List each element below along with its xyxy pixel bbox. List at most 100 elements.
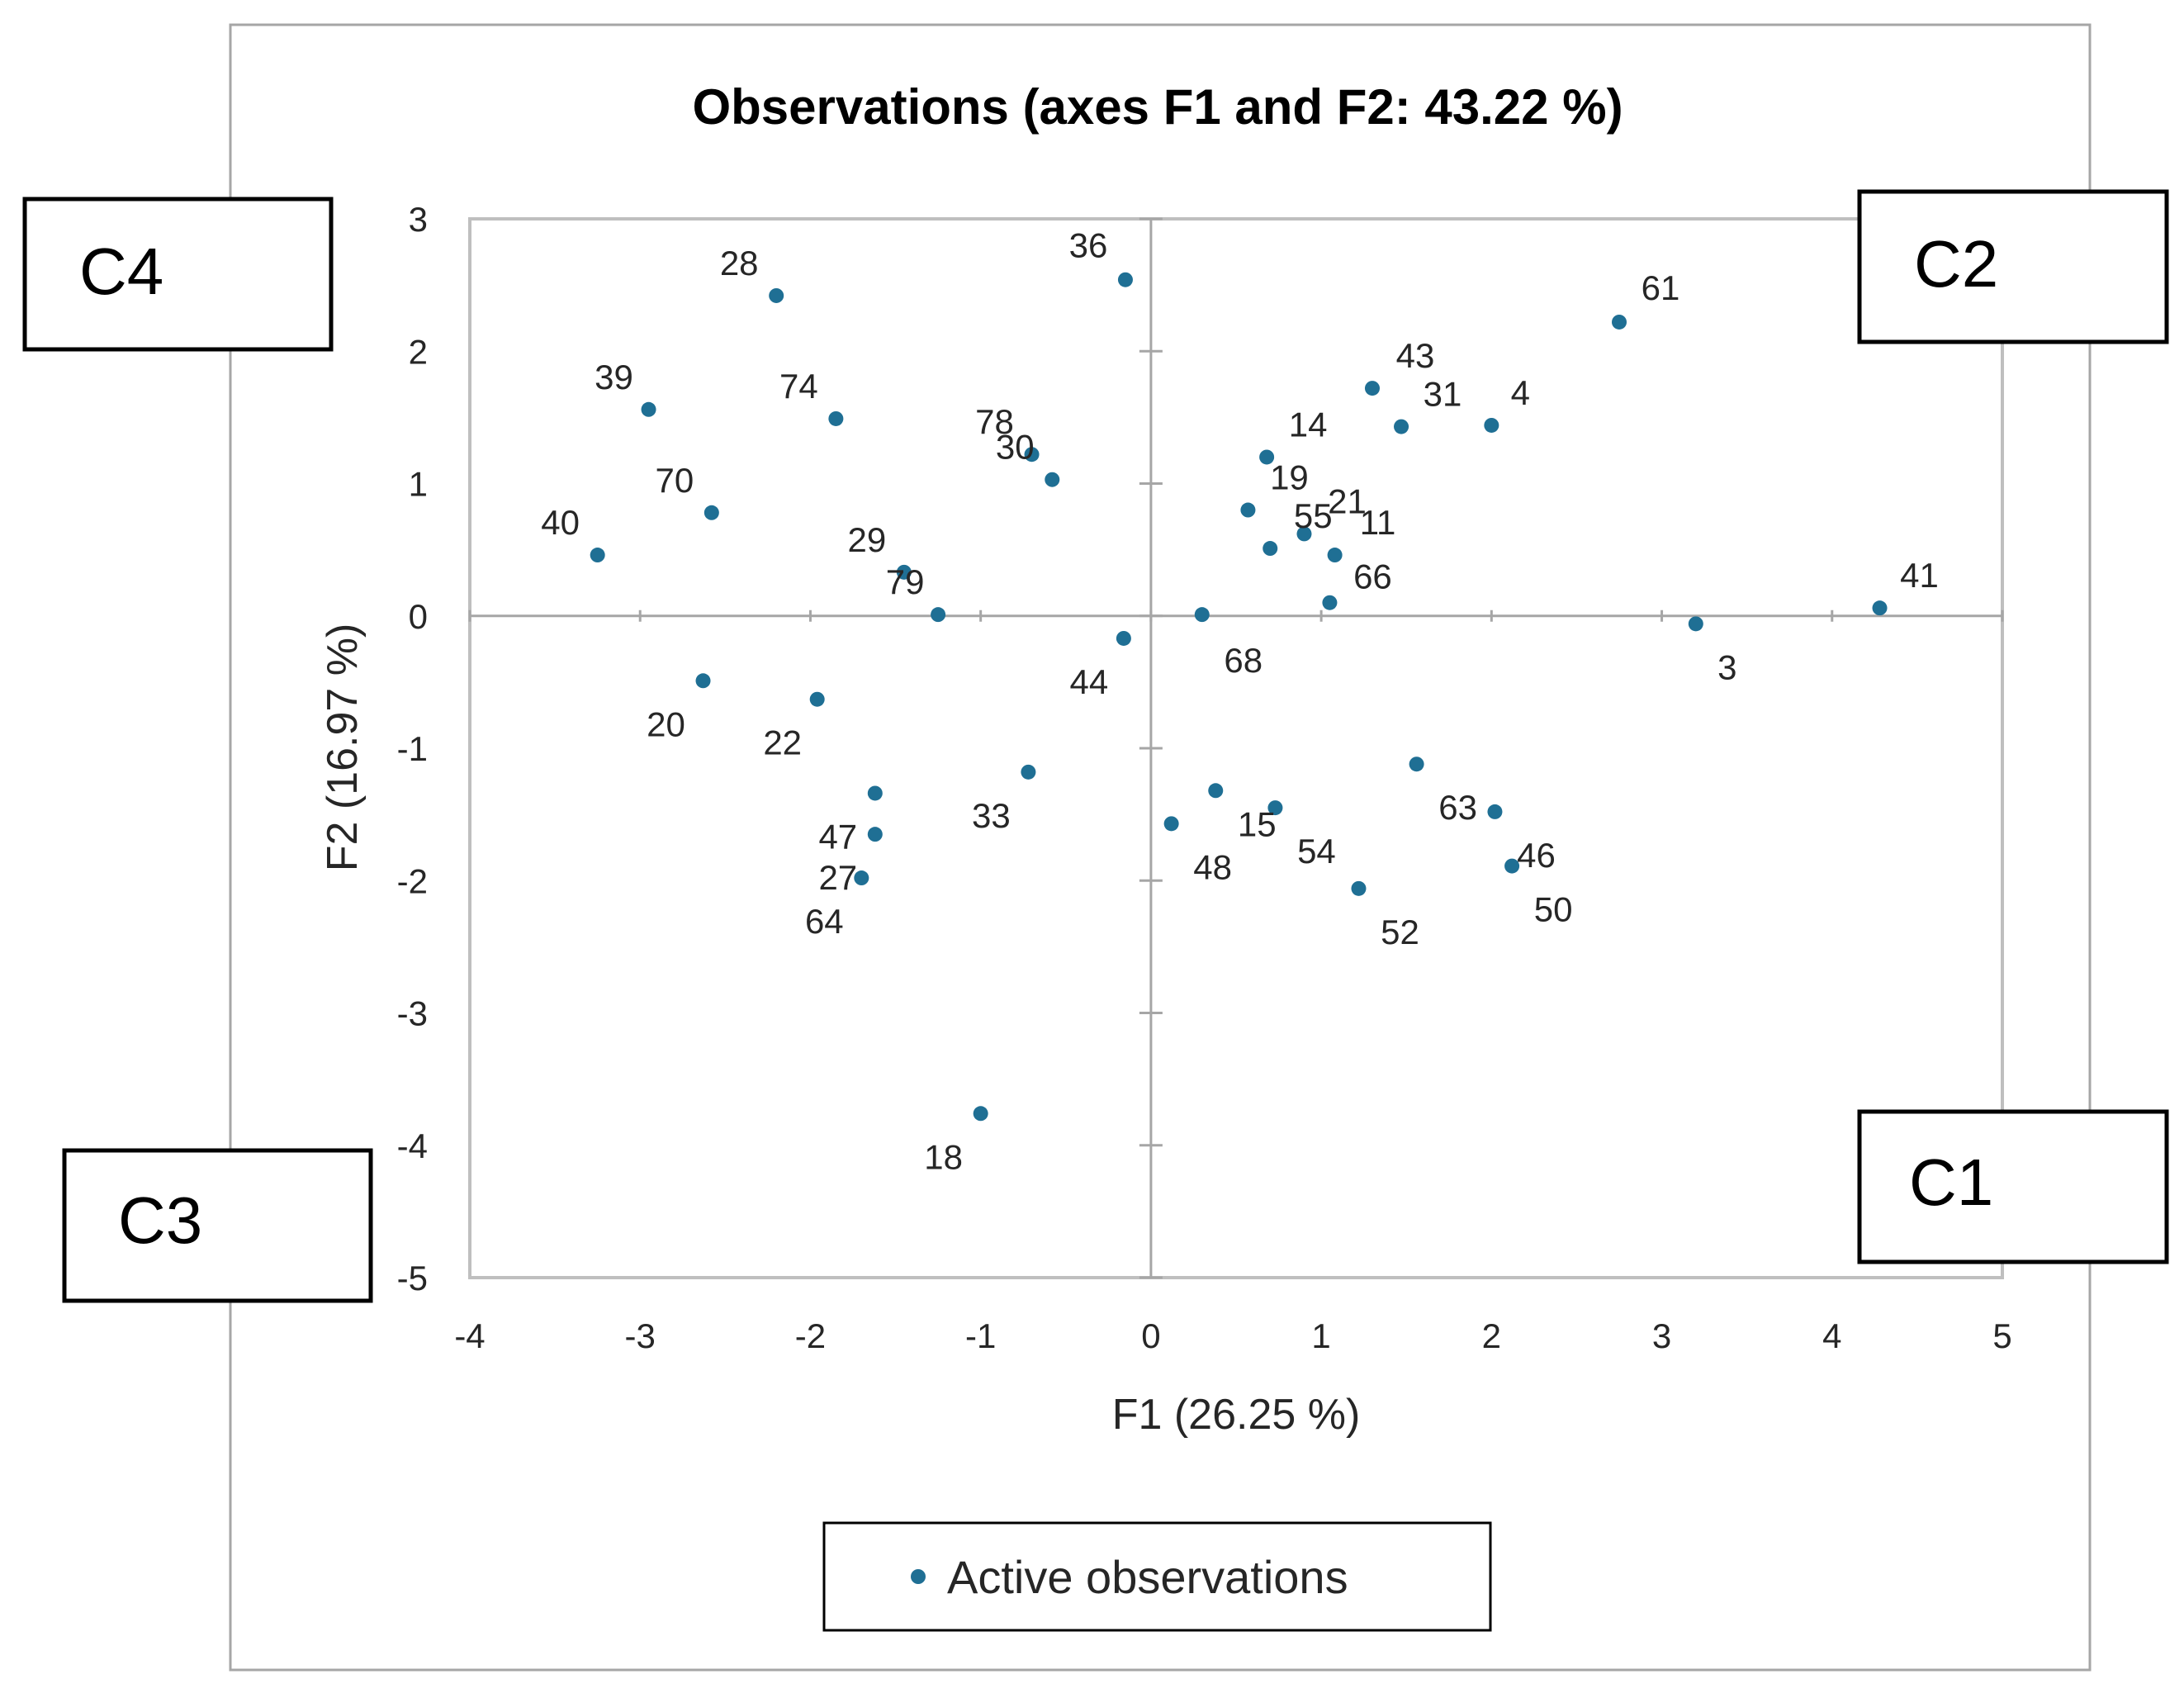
data-point-label: 54 [1297, 832, 1336, 870]
data-point-label: 47 [818, 817, 857, 856]
data-point-label: 44 [1070, 662, 1109, 701]
cluster-box-c4: C4 [22, 197, 334, 352]
x-tick-label: 2 [1482, 1316, 1501, 1355]
legend-box [822, 1521, 1492, 1632]
y-tick-label: -3 [397, 994, 428, 1033]
x-tick-label: 0 [1141, 1316, 1160, 1355]
axes-layer [468, 217, 2004, 1279]
data-point-label: 28 [720, 244, 759, 282]
y-tick-label: -4 [397, 1126, 428, 1165]
data-point [854, 870, 869, 886]
data-point [641, 401, 656, 417]
data-point-label: 20 [647, 704, 685, 743]
data-point-label: 40 [541, 503, 580, 542]
cluster-label-c1: C1 [1909, 1145, 1993, 1219]
data-point [1872, 600, 1888, 616]
legend-marker [911, 1569, 926, 1584]
data-point [1296, 526, 1312, 542]
data-point [973, 1106, 988, 1122]
x-tick-label: -1 [965, 1316, 996, 1355]
data-point-label: 78 [975, 402, 1014, 441]
data-point-label: 39 [595, 358, 633, 396]
data-point-label: 33 [972, 796, 1011, 835]
data-point [1322, 595, 1338, 610]
data-point [1484, 417, 1499, 433]
data-point [1612, 314, 1627, 330]
data-point-label: 48 [1193, 847, 1232, 886]
data-point-label: 66 [1353, 557, 1392, 596]
cluster-label-c4: C4 [79, 235, 163, 308]
data-point [1364, 381, 1380, 396]
data-point-label: 18 [924, 1137, 963, 1176]
data-point-label: 74 [779, 367, 818, 406]
cluster-box-c1: C1 [1857, 1109, 2169, 1264]
data-point-label: 55 [1294, 496, 1333, 535]
data-point [1117, 272, 1133, 287]
chart-frame [229, 23, 2092, 1672]
legend-entry-active-observations: Active observations [947, 1551, 1348, 1603]
data-point [1504, 858, 1520, 874]
data-point [1394, 419, 1409, 434]
y-tick-label: 3 [409, 200, 428, 239]
data-point [1267, 800, 1283, 816]
data-point [1327, 548, 1343, 563]
y-tick-label: -1 [397, 729, 428, 768]
data-point-label: 64 [805, 902, 844, 941]
data-point [931, 607, 946, 623]
data-point [1163, 816, 1179, 832]
data-point [1487, 804, 1503, 819]
data-point [1259, 449, 1275, 465]
data-point [828, 410, 844, 426]
data-point-label: 22 [763, 723, 802, 762]
data-point-label: 70 [655, 461, 694, 500]
data-point-label: 21 [1328, 481, 1367, 520]
x-tick-label: -3 [625, 1316, 656, 1355]
x-tick-label: -4 [454, 1316, 485, 1355]
x-tick-label: 4 [1822, 1316, 1841, 1355]
data-point-label: 68 [1224, 641, 1263, 680]
data-point-label: 30 [996, 428, 1035, 467]
data-point [867, 827, 883, 842]
data-point [1688, 616, 1703, 632]
legend: Active observations [822, 1521, 1492, 1632]
y-axis-label: F2 (16.97 %) [319, 624, 367, 872]
x-tick-labels: -4 -3 -2 -1 0 1 2 3 4 5 [454, 1316, 2011, 1355]
data-point-label: 43 [1396, 336, 1435, 375]
x-tick-label: 1 [1311, 1316, 1330, 1355]
x-tick-label: -2 [795, 1316, 826, 1355]
data-point [1116, 630, 1131, 646]
data-point-label: 31 [1424, 375, 1462, 414]
data-point [809, 691, 825, 707]
plot-area [468, 217, 2004, 1279]
data-point-label: 14 [1289, 405, 1328, 443]
data-point [590, 548, 605, 563]
data-point-label: 11 [1360, 503, 1396, 542]
data-point [867, 785, 883, 801]
y-tick-label: 0 [409, 597, 428, 636]
data-point-label: 79 [886, 562, 925, 601]
cluster-box-c2: C2 [1857, 189, 2169, 344]
data-point [695, 673, 711, 689]
data-point [1194, 607, 1210, 623]
data-point-label: 19 [1270, 458, 1309, 497]
y-tick-label: -2 [397, 861, 428, 900]
x-tick-label: 3 [1652, 1316, 1671, 1355]
cluster-label-c2: C2 [1914, 227, 1998, 301]
data-point-label: 29 [848, 520, 887, 559]
y-tick-label: 2 [409, 332, 428, 371]
data-point [1263, 541, 1278, 557]
data-point-label: 27 [818, 858, 857, 897]
data-point [1021, 764, 1036, 780]
data-point [896, 564, 912, 580]
data-point [1409, 757, 1424, 772]
data-point-label: 52 [1381, 913, 1419, 951]
y-tick-labels: 3 2 1 0 -1 -2 -3 -4 -5 [397, 200, 428, 1297]
data-point [1351, 880, 1367, 896]
data-point-label: 4 [1511, 373, 1530, 412]
data-point-label: 41 [1900, 556, 1939, 595]
data-point [704, 505, 719, 520]
cluster-box-c3: C3 [62, 1148, 373, 1303]
data-point [1208, 783, 1224, 799]
